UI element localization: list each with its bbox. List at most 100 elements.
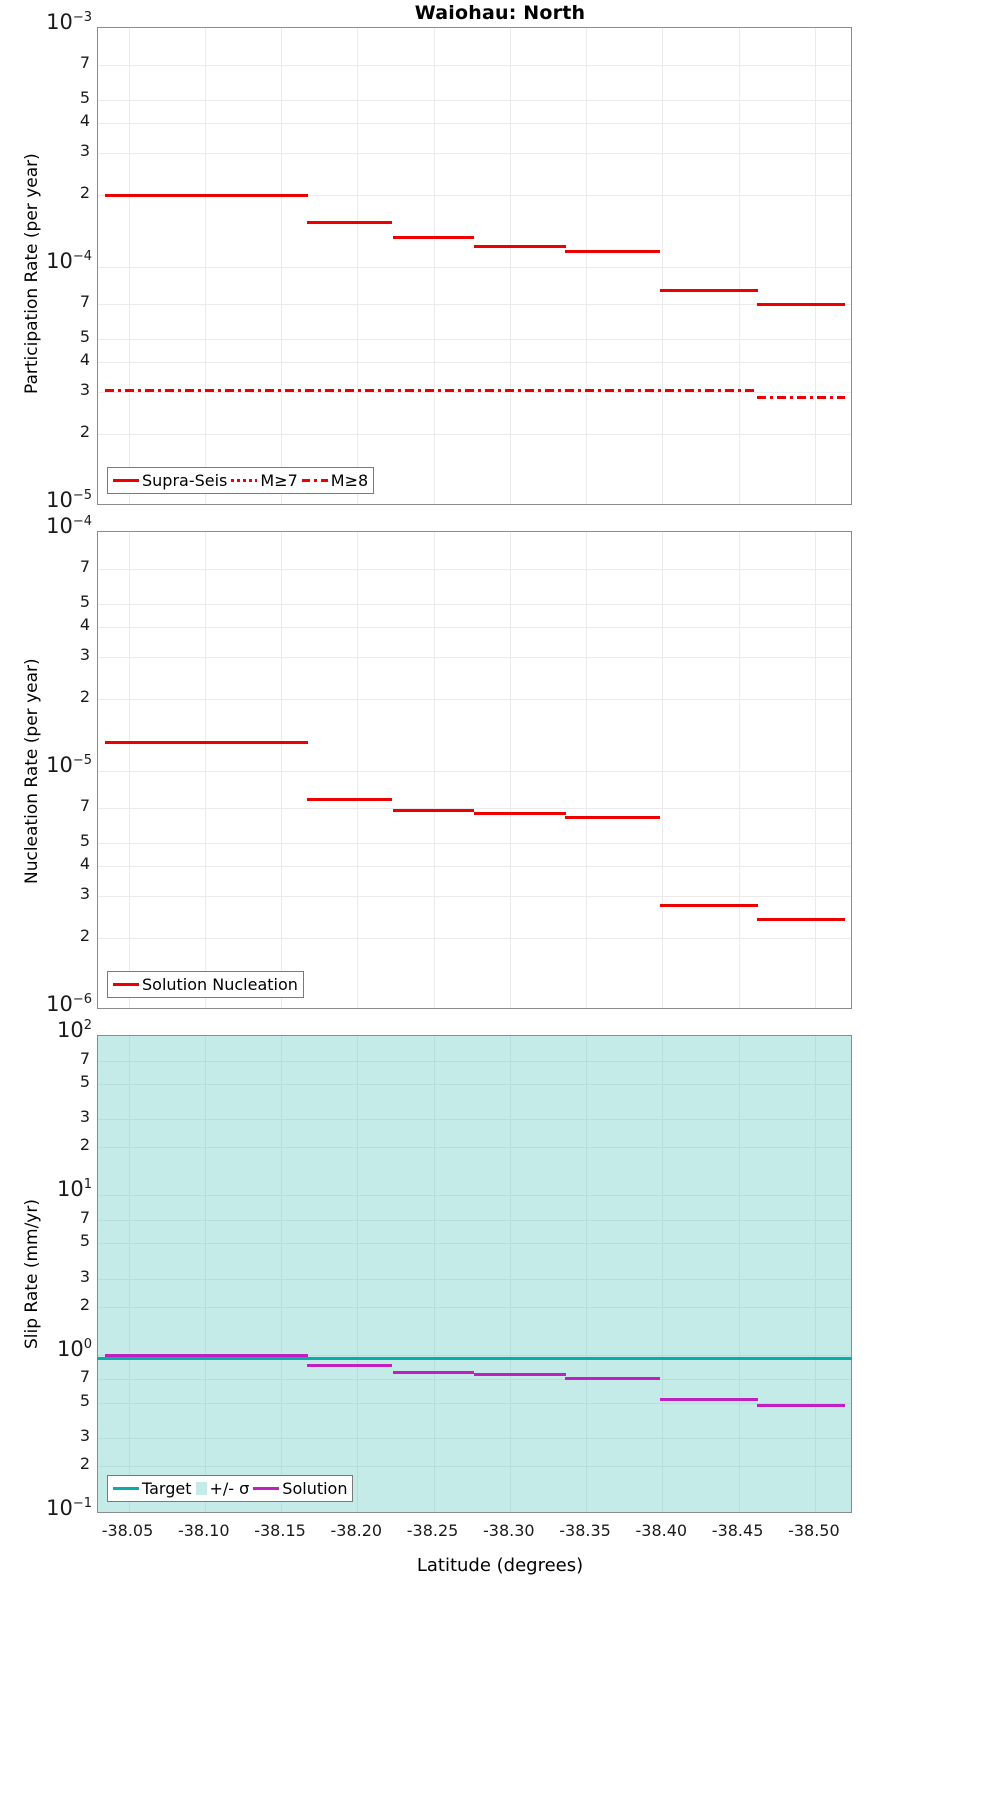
- y-tick-minor: 4: [79, 854, 90, 874]
- gridline-horizontal: [98, 339, 851, 340]
- y-tick-minor: 5: [79, 830, 90, 850]
- x-tick-label: -38.35: [559, 1521, 611, 1540]
- gridline-horizontal: [98, 1379, 851, 1380]
- gridline-vertical: [129, 532, 130, 1008]
- x-tick-label: -38.50: [788, 1521, 840, 1540]
- gridline-horizontal: [98, 434, 851, 435]
- x-tick-label: -38.45: [711, 1521, 764, 1540]
- legend-label: Supra-Seis: [142, 471, 228, 490]
- gridline-horizontal: [98, 100, 851, 101]
- gridline-horizontal: [98, 1307, 851, 1308]
- series-segment-solution-nucleation: [660, 904, 758, 907]
- legend-label: Solution: [282, 1479, 348, 1498]
- y-tick-major: 10−6: [46, 992, 92, 1016]
- gridline-vertical: [739, 28, 740, 504]
- x-tick-label: -38.20: [330, 1521, 383, 1540]
- y-tick-minor: 2: [79, 687, 90, 707]
- gridline-vertical: [662, 1036, 663, 1512]
- gridline-horizontal: [98, 938, 851, 939]
- y-tick-minor: 7: [79, 557, 90, 577]
- y-tick-minor: 3: [79, 140, 90, 160]
- y-tick-minor: 3: [79, 883, 90, 903]
- gridline-horizontal: [98, 808, 851, 809]
- gridline-horizontal: [98, 267, 851, 268]
- series-segment-solution: [757, 1404, 845, 1407]
- series-segment-solution-nucleation: [307, 798, 392, 801]
- gridline-horizontal: [98, 195, 851, 196]
- gridline-vertical: [129, 28, 130, 504]
- legend-key-solid: [113, 983, 139, 986]
- legend-label: M≥7: [260, 471, 298, 490]
- gridline-vertical: [434, 28, 435, 504]
- legend-label: +/- σ: [209, 1479, 250, 1498]
- gridline-vertical: [281, 532, 282, 1008]
- series-segment-m-7: [393, 236, 474, 239]
- series-segment-solution: [565, 1377, 660, 1380]
- series-segment-solution-nucleation: [565, 816, 660, 819]
- x-tick-label: -38.10: [177, 1521, 230, 1540]
- y-tick-minor: 3: [79, 379, 90, 399]
- y-tick-minor: 7: [79, 1208, 90, 1227]
- gridline-horizontal: [98, 866, 851, 867]
- legend-key-patch: [195, 1482, 207, 1495]
- legend-entry: M≥8: [298, 471, 368, 490]
- y-tick-minor: 3: [79, 1266, 90, 1286]
- y-tick-minor: 2: [79, 183, 90, 203]
- series-segment-solution: [393, 1371, 474, 1374]
- legend-entry: M≥7: [227, 471, 298, 490]
- y-tick-major: 10−1: [46, 1496, 92, 1520]
- legend-key-solid: [253, 1487, 280, 1490]
- legend-key-dashdot: [301, 479, 328, 482]
- x-tick-label: -38.40: [635, 1521, 688, 1540]
- y-tick-minor: 7: [79, 796, 90, 816]
- series-segment-solution: [307, 1364, 392, 1367]
- gridline-horizontal: [98, 1403, 851, 1404]
- gridline-horizontal: [98, 1243, 851, 1244]
- gridline-horizontal: [98, 604, 851, 605]
- gridline-horizontal: [98, 1355, 851, 1356]
- gridline-vertical: [510, 532, 511, 1008]
- series-segment-target: [97, 1357, 852, 1360]
- series-segment-solution-nucleation: [393, 809, 474, 812]
- gridline-vertical: [739, 532, 740, 1008]
- legend-nucleation-rate: Solution Nucleation: [107, 971, 304, 998]
- gridline-vertical: [815, 532, 816, 1008]
- gridline-vertical: [739, 1036, 740, 1512]
- legend-label: Target: [142, 1479, 192, 1498]
- gridline-vertical: [205, 532, 206, 1008]
- gridline-horizontal: [98, 657, 851, 658]
- plot-panel-slip-rate: [97, 1035, 852, 1513]
- series-segment-m-7: [660, 289, 758, 292]
- gridline-horizontal: [98, 1119, 851, 1120]
- series-segment-m-7: [307, 221, 392, 224]
- y-tick-minor: 2: [79, 1294, 90, 1314]
- plot-panel-participation-rate: [97, 27, 852, 505]
- y-tick-major: 10−4: [46, 249, 92, 273]
- gridline-horizontal: [98, 1279, 851, 1280]
- legend-participation-rate: Supra-Seis M≥7 M≥8: [107, 467, 375, 494]
- series-segment-solution: [474, 1373, 566, 1376]
- x-tick-label: -38.30: [483, 1521, 535, 1540]
- y-tick-minor: 7: [79, 1048, 90, 1068]
- gridline-horizontal: [98, 1195, 851, 1196]
- gridline-vertical: [586, 28, 587, 504]
- gridline-horizontal: [98, 304, 851, 305]
- x-tick-label: -38.25: [406, 1521, 459, 1540]
- gridline-horizontal: [98, 1061, 851, 1062]
- gridline-vertical: [662, 532, 663, 1008]
- legend-entry: Target: [113, 1479, 192, 1498]
- legend-key-solid: [113, 479, 139, 482]
- x-axis-title: Latitude (degrees): [416, 1555, 584, 1576]
- gridline-horizontal: [98, 1084, 851, 1085]
- y-axis-title-nucleation-rate: Nucleation Rate (per year): [22, 658, 42, 885]
- gridline-horizontal: [98, 569, 851, 570]
- y-tick-minor: 4: [79, 615, 90, 635]
- legend-entry: Solution: [249, 1479, 347, 1498]
- legend-label: M≥8: [330, 471, 369, 490]
- gridline-vertical: [205, 28, 206, 504]
- gridline-horizontal: [98, 1466, 851, 1467]
- gridline-vertical: [129, 1036, 130, 1512]
- series-segment-m-7: [565, 250, 660, 253]
- gridline-vertical: [586, 1036, 587, 1512]
